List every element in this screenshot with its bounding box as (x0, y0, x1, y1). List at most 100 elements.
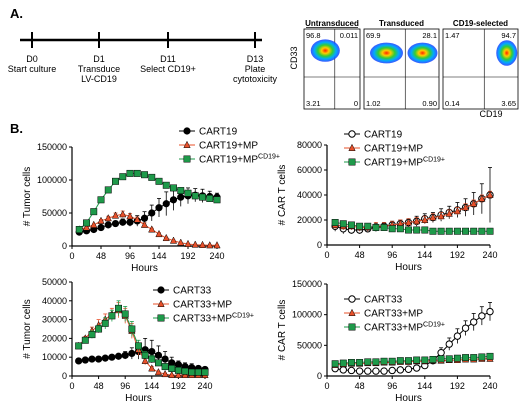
y-tick-label: 100000 (292, 310, 322, 320)
y-tick-label: 40000 (297, 190, 322, 200)
x-tick-label: 96 (120, 381, 130, 391)
data-point (104, 214, 112, 222)
chart-2: 0 20000 40000 60000 80000 0 48 96 144 192 240 Hours… (277, 130, 498, 274)
x-tick-label: 192 (180, 251, 195, 261)
data-point (462, 354, 470, 362)
data-point (188, 368, 196, 376)
data-point (82, 223, 91, 231)
data-point (372, 367, 380, 375)
legend-label-text: CART33 (364, 295, 403, 306)
legend-marker (348, 295, 356, 303)
data-point (478, 353, 486, 361)
data-point (412, 364, 421, 372)
x-tick-label: 240 (209, 251, 224, 261)
flow-quadrant-value: 0.011 (340, 31, 358, 40)
legend-entry: CART33+MPCD19+ (344, 322, 445, 334)
legend-label: CART19+MP (199, 141, 258, 152)
data-point (201, 368, 209, 376)
y-tick-label: 50000 (42, 208, 67, 218)
data-point (453, 227, 461, 235)
data-point (445, 340, 453, 348)
y-tick-label: 10000 (42, 352, 67, 362)
data-point (437, 227, 445, 235)
x-tick-label: 96 (387, 381, 397, 391)
x-axis-label: Hours (395, 262, 422, 273)
x-tick-label: 144 (151, 251, 166, 261)
legend-label: CART33+MP (364, 309, 423, 320)
data-point (372, 358, 380, 366)
legend-marker (348, 323, 356, 331)
data-point (114, 352, 123, 360)
data-point (429, 355, 437, 363)
data-point (108, 312, 116, 320)
legend-label-superscript: CD19+ (423, 157, 445, 164)
data-point (194, 368, 202, 376)
legend-marker (183, 155, 191, 163)
panel-a-label: A. (10, 6, 23, 21)
flow-quadrant-value: 0 (354, 99, 358, 108)
data-point (148, 173, 156, 181)
data-point (140, 220, 149, 228)
timeline-day: D0 (26, 54, 38, 64)
y-tick-label: 30000 (42, 315, 67, 325)
data-point (75, 357, 83, 365)
data-point (486, 190, 494, 198)
data-point (140, 214, 149, 222)
y-tick-label: 50000 (42, 277, 67, 287)
x-tick-label: 192 (450, 381, 465, 391)
y-tick-label: 20000 (42, 333, 67, 343)
legend-marker (157, 299, 165, 307)
data-point (155, 177, 163, 185)
data-point (168, 365, 176, 372)
legend-entry: CART19 (179, 127, 238, 138)
data-point (396, 357, 404, 365)
series-1 (331, 167, 494, 234)
legend-label-text: CART19+MP (364, 158, 423, 169)
series-1 (75, 337, 209, 374)
series-3 (331, 219, 494, 235)
data-point (453, 354, 461, 362)
data-point (133, 215, 141, 223)
timeline-day: D13 (247, 54, 264, 64)
data-point (404, 218, 413, 226)
data-point (162, 200, 170, 208)
data-point (115, 304, 122, 312)
legend-label: CART33 (364, 295, 403, 306)
data-point (101, 354, 109, 362)
data-point (155, 229, 163, 238)
data-point (356, 359, 364, 366)
data-point (162, 181, 170, 189)
data-point (162, 233, 170, 242)
legend-label: CART19 (199, 127, 238, 138)
data-point (453, 332, 462, 340)
y-axis-label: # CAR T cells (277, 300, 288, 361)
legend-label-text: CART19+MP (199, 155, 258, 166)
data-point (331, 360, 339, 368)
legend-label-text: CART19 (199, 127, 238, 138)
y-tick-label: 100000 (37, 175, 67, 185)
data-point (81, 336, 89, 344)
flow-quadrant-value: 3.21 (306, 99, 321, 108)
data-point (174, 366, 182, 374)
legend-label: CART19+MPCD19+ (199, 154, 280, 166)
data-point (121, 351, 129, 359)
data-point (97, 223, 105, 232)
data-point (199, 193, 206, 201)
data-point (128, 349, 136, 358)
data-point (104, 186, 112, 194)
data-point (421, 226, 429, 234)
data-point (75, 226, 83, 233)
x-tick-label: 0 (69, 381, 74, 391)
legend-entry: CART33+MP (153, 300, 232, 311)
data-point (148, 209, 156, 217)
y-axis-label: # Tumor cells (22, 167, 33, 226)
data-point (478, 194, 486, 202)
chart-1: 0 50000 100000 150000 0 48 96 144 192 240 Hours # T… (22, 127, 280, 275)
flow-quadrant-value: 28.1 (422, 31, 437, 40)
legend-entry: CART33+MP (344, 309, 423, 320)
flow-quadrant-value: 96.8 (306, 31, 321, 40)
timeline-desc: Plate (245, 64, 266, 74)
series-3 (75, 169, 221, 233)
data-point (364, 222, 372, 230)
